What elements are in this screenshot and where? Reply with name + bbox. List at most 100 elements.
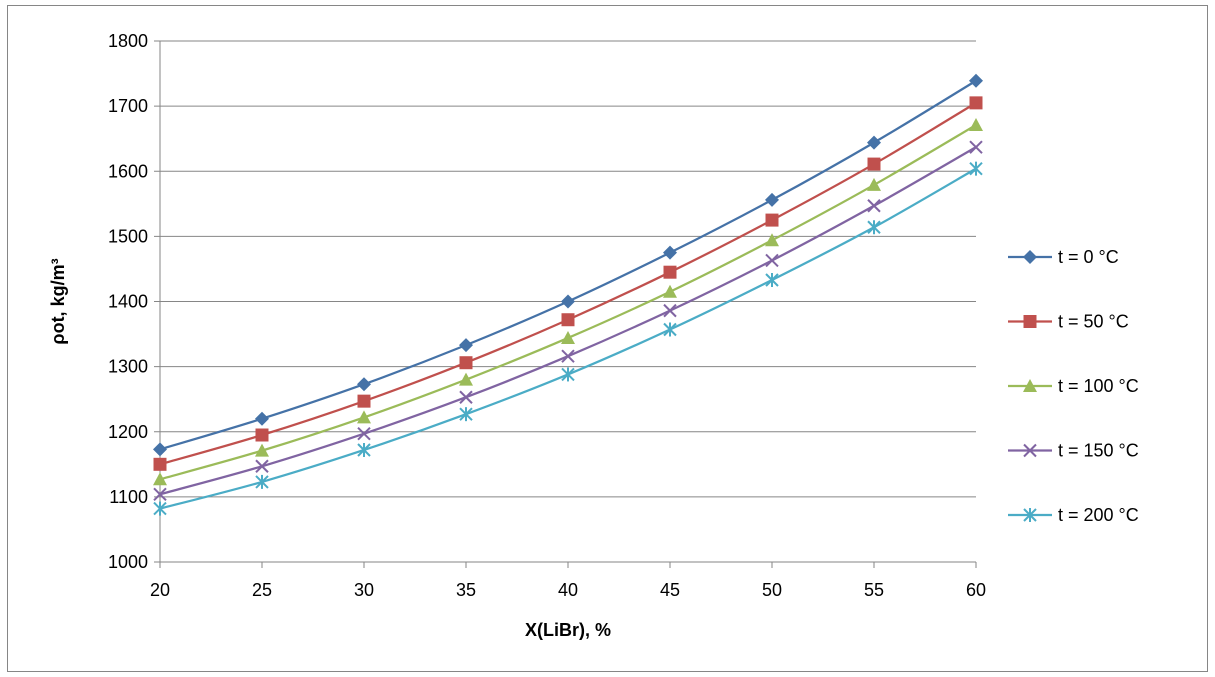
data-point [663,284,677,298]
data-point [459,390,473,404]
x-tick-label: 20 [150,580,170,600]
marker-stroke [153,487,167,501]
series-5 [153,161,983,516]
data-point [765,233,779,247]
data-point [561,349,575,363]
data-point [867,157,881,171]
y-tick-label: 1700 [108,96,148,116]
y-tick-label: 1300 [108,357,148,377]
data-point [663,245,677,260]
x-tick-label: 45 [660,580,680,600]
y-tick-label: 1500 [108,226,148,246]
data-point [459,338,473,353]
y-axis-title: ρot, kg/m³ [48,258,68,344]
data-point [255,474,269,489]
x-tick-label: 25 [252,580,272,600]
x-tick-label: 40 [558,580,578,600]
data-point [459,356,473,370]
marker-stroke [867,199,881,213]
data-point [255,459,269,473]
legend-entry-5: t = 200 °C [1008,505,1139,525]
x-tick-label: 30 [354,580,374,600]
data-point [153,501,167,516]
legend-entry-1: t = 0 °C [1008,247,1119,267]
legend-label: t = 50 °C [1058,312,1129,332]
marker-stroke [765,253,779,268]
data-point [255,411,269,426]
marker-stroke [1023,443,1037,458]
data-point [561,367,575,382]
data-point [969,96,983,110]
legend: t = 0 °C t = 50 °C t = 100 °C t = 150 °C t =… [1008,247,1139,525]
y-tick-label: 1400 [108,292,148,312]
data-point [765,253,779,268]
chart-frame: 1000 1100 1200 1300 1400 1500 1600 1700 1800 20 25… [7,5,1208,672]
legend-label: t = 200 °C [1058,505,1139,525]
data-point [867,199,881,213]
data-point [153,457,167,471]
data-point [765,213,779,227]
series-1 [153,73,983,457]
legend-marker [1023,379,1037,392]
data-point [867,135,881,150]
y-tick-label: 1000 [108,552,148,572]
legend-entry-4: t = 150 °C [1008,441,1139,461]
data-point [561,294,575,309]
data-point [357,426,371,441]
marker-stroke [561,349,575,363]
marker-stroke [663,303,677,318]
marker-stroke [459,390,473,404]
data-point [357,410,371,424]
marker-stroke [357,426,371,441]
y-tick-label: 1100 [109,487,148,507]
marker-stroke [969,140,983,154]
data-point [153,472,167,486]
data-point [969,118,983,132]
data-point [663,322,677,337]
data-point [969,161,983,176]
x-axis-title: X(LiBr), % [525,620,611,640]
data-point [969,73,983,88]
legend-label: t = 100 °C [1058,376,1139,396]
data-point [357,442,371,457]
series-4 [153,140,983,501]
legend-marker [1023,250,1037,264]
legend-marker [1023,315,1037,328]
data-point [153,442,167,457]
y-tick-label: 1600 [108,161,148,181]
legend-entry-2: t = 50 °C [1008,312,1129,332]
series-2 [153,96,983,471]
grid-lines [160,40,976,498]
legend-label: t = 150 °C [1058,441,1139,461]
data-point [663,265,677,279]
series-line [159,79,977,451]
legend-marker [1023,508,1037,522]
data-point [867,177,881,191]
data-point [765,192,779,207]
legend-entry-3: t = 100 °C [1008,376,1139,396]
line-chart: 1000 1100 1200 1300 1400 1500 1600 1700 1800 20 25… [48,31,1139,640]
data-point [357,394,371,408]
x-tick-label: 35 [456,580,476,600]
axes: 1000 1100 1200 1300 1400 1500 1600 1700 1800 20 25… [108,31,986,600]
series-line [159,101,977,466]
data-point [459,407,473,422]
data-point [561,313,575,327]
series-group [153,73,983,516]
legend-label: t = 0 °C [1058,247,1119,267]
y-tick-label: 1200 [108,422,148,442]
legend-marker [1023,443,1037,458]
data-point [663,303,677,318]
data-point [459,372,473,386]
series-3 [153,118,983,486]
data-point [561,330,575,344]
x-tick-label: 55 [864,580,884,600]
data-point [357,377,371,392]
data-point [255,443,269,457]
data-point [867,220,881,235]
marker-stroke [255,459,269,473]
data-point [969,140,983,154]
data-point [255,428,269,442]
data-point [153,487,167,501]
data-point [765,273,779,288]
